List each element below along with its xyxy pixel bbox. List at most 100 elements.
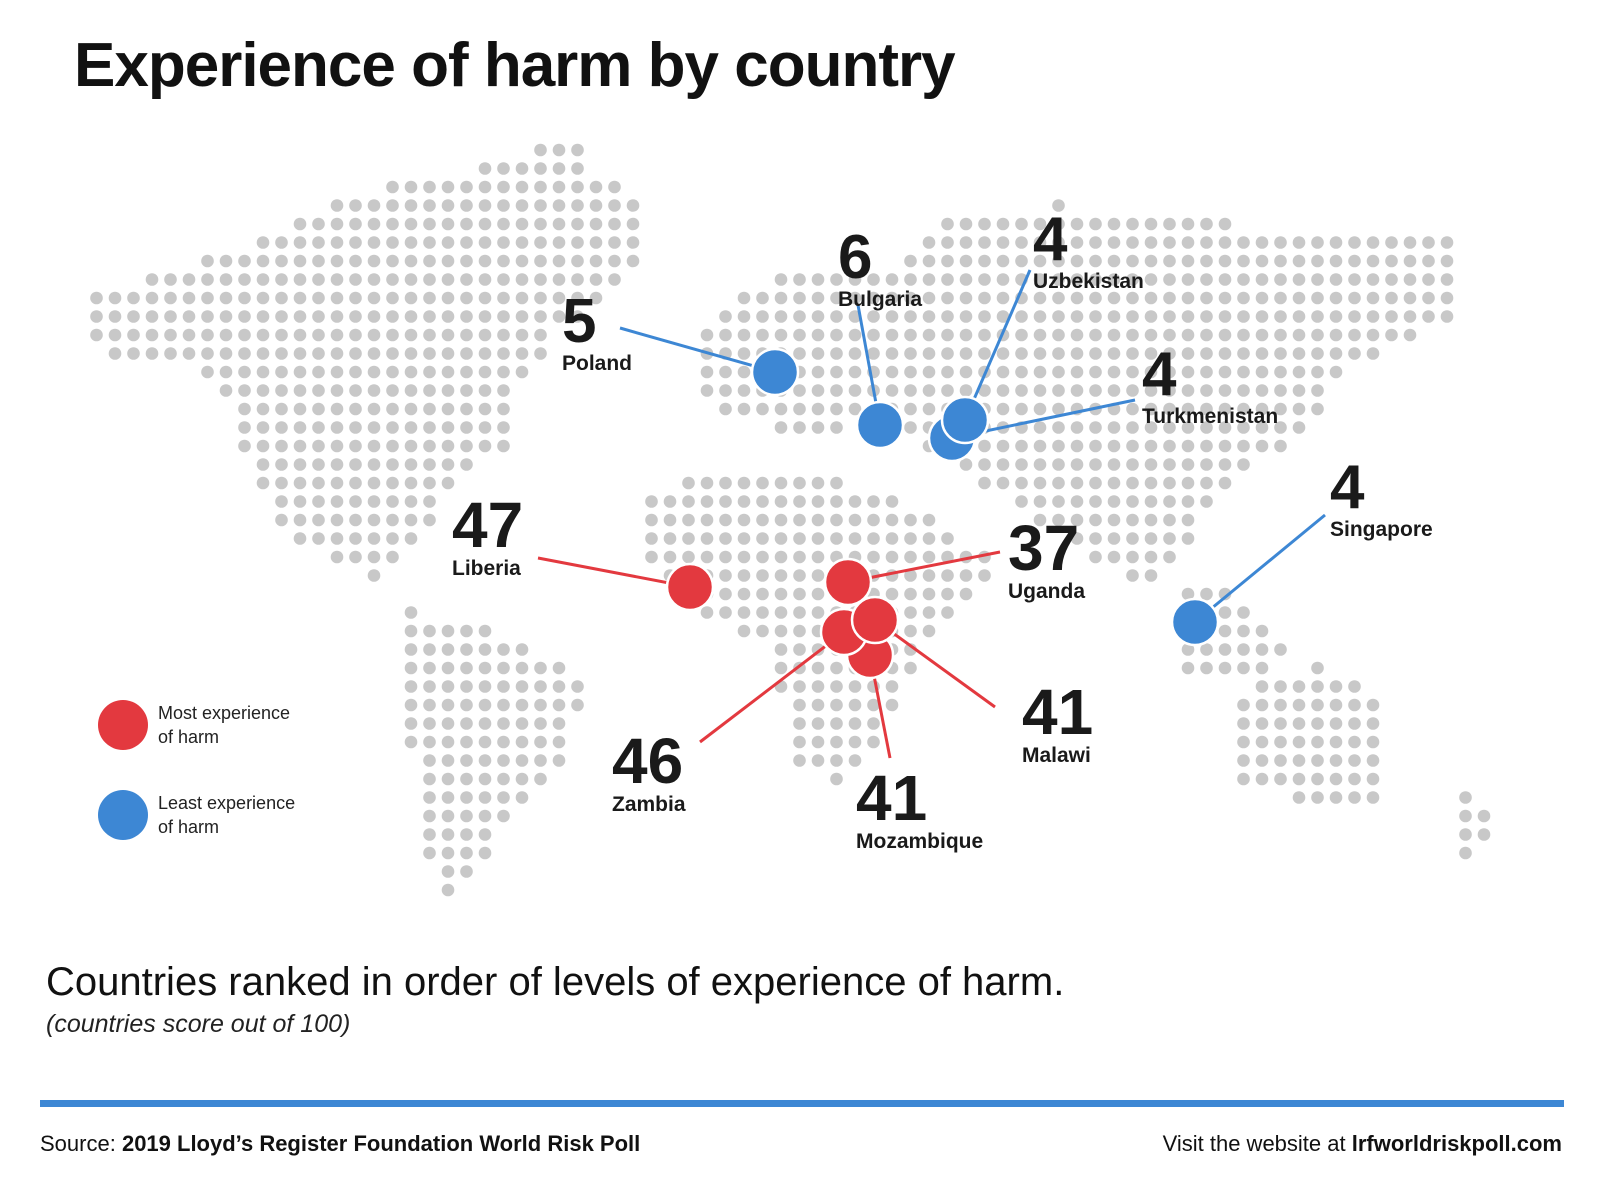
map-dot	[811, 606, 825, 619]
marker-poland[interactable]	[750, 347, 800, 397]
map-dot	[1311, 384, 1324, 397]
map-dot	[1311, 236, 1324, 249]
score-value: 46	[612, 725, 683, 797]
map-dot	[1089, 532, 1102, 545]
map-dot	[238, 402, 251, 416]
map-dot	[275, 347, 288, 360]
map-dot	[1255, 661, 1269, 675]
map-dot	[830, 680, 843, 693]
map-dot	[441, 439, 455, 453]
map-dot	[885, 680, 899, 693]
map-dot	[1144, 550, 1158, 564]
map-dot	[1181, 310, 1195, 323]
map-dot	[386, 365, 399, 379]
map-dot	[811, 365, 825, 379]
map-dot	[996, 439, 1010, 453]
map-dot	[978, 384, 991, 397]
map-dot	[423, 402, 436, 416]
map-dot	[1218, 273, 1232, 286]
map-dot	[1274, 717, 1287, 730]
map-dot	[737, 402, 751, 416]
map-dot	[811, 661, 825, 675]
map-dot	[1070, 439, 1084, 453]
map-dot	[1237, 624, 1250, 638]
score-value: 6	[838, 223, 872, 292]
leader-line-uganda	[847, 550, 1001, 584]
country-name: Malawi	[1022, 744, 1091, 767]
map-dot	[1070, 458, 1084, 471]
map-dot	[959, 310, 973, 323]
map-dot	[830, 328, 843, 342]
map-dot	[1200, 421, 1213, 434]
map-dot	[1218, 421, 1232, 434]
marker-singapore[interactable]	[1170, 597, 1220, 647]
marker-uzbekistan[interactable]	[940, 395, 990, 445]
map-dot	[90, 310, 103, 323]
map-dot	[811, 587, 825, 601]
map-dot	[848, 273, 862, 286]
map-dot	[1163, 458, 1176, 471]
map-dot	[1274, 236, 1287, 249]
map-dot	[1255, 254, 1269, 268]
map-dot	[1311, 291, 1324, 305]
map-dot	[922, 624, 936, 638]
map-dot	[1163, 347, 1176, 360]
website-link[interactable]: lrfworldriskpoll.com	[1351, 1131, 1562, 1156]
map-dot	[737, 328, 751, 342]
map-dot	[811, 421, 825, 434]
map-dot	[423, 772, 436, 786]
map-dot	[534, 236, 547, 249]
marker-bulgaria[interactable]	[855, 400, 905, 450]
map-dot	[978, 439, 991, 453]
marker-malawi[interactable]	[850, 595, 900, 645]
map-dot	[423, 828, 436, 841]
map-dot	[941, 328, 954, 342]
map-dot	[423, 624, 436, 638]
map-dot	[275, 458, 288, 471]
map-dot	[515, 772, 529, 786]
map-dot	[293, 384, 307, 397]
map-dot	[497, 310, 510, 323]
map-dot	[404, 717, 418, 730]
map-dot	[423, 754, 436, 767]
map-dot	[478, 717, 492, 730]
map-dot	[275, 513, 288, 527]
map-dot	[1292, 310, 1306, 323]
map-dot	[1107, 458, 1121, 471]
map-dot	[1163, 254, 1176, 268]
map-dot	[848, 347, 862, 360]
map-dot	[1274, 365, 1287, 379]
map-dot	[830, 273, 843, 286]
map-dot	[1477, 828, 1491, 841]
map-dot	[1144, 217, 1158, 231]
map-dot	[774, 291, 788, 305]
score-value: 4	[1033, 205, 1068, 274]
marker-uganda[interactable]	[823, 557, 873, 607]
map-dot	[1163, 217, 1176, 231]
map-dot	[700, 328, 714, 342]
map-dot	[441, 273, 455, 286]
map-dot	[1218, 476, 1232, 490]
marker-liberia[interactable]	[665, 562, 715, 612]
map-dot	[1126, 458, 1139, 471]
map-dot	[1200, 310, 1213, 323]
map-dot	[1348, 735, 1361, 749]
map-dot	[1237, 291, 1250, 305]
map-dot	[256, 384, 270, 397]
map-dot	[534, 254, 547, 268]
map-dot	[441, 458, 455, 471]
map-dot	[1237, 717, 1250, 730]
map-dot	[867, 717, 880, 730]
map-dot	[330, 291, 344, 305]
map-dot	[700, 476, 714, 490]
map-dot	[700, 513, 714, 527]
map-dot	[515, 698, 529, 712]
map-dot	[904, 273, 917, 286]
map-dot	[349, 476, 362, 490]
map-dot	[1292, 291, 1306, 305]
map-dot	[1366, 754, 1380, 767]
map-dot	[423, 199, 436, 212]
map-dot	[830, 384, 843, 397]
map-dot	[293, 254, 307, 268]
map-dot	[275, 439, 288, 453]
